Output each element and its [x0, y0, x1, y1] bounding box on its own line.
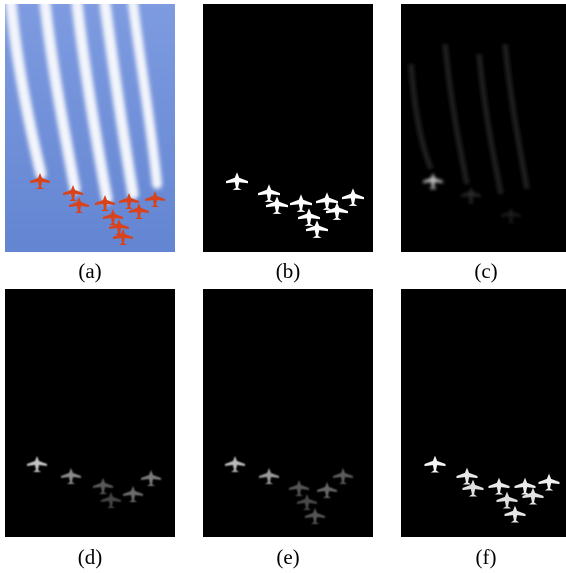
caption-f: (f) — [475, 545, 497, 569]
medium-jets — [225, 456, 353, 524]
saliency-map-f — [401, 289, 566, 537]
panel-d-saliency — [5, 289, 175, 537]
saliency-map-e — [203, 289, 373, 537]
saliency-map-d — [5, 289, 175, 537]
panel-a-photo — [5, 4, 175, 252]
panel-b-mask — [203, 4, 373, 252]
caption-a: (a) — [78, 259, 102, 283]
faint-jet — [423, 173, 521, 223]
faint-trails — [408, 43, 530, 195]
panel-f-saliency — [401, 289, 566, 537]
panel-e-saliency — [203, 289, 373, 537]
caption-c: (c) — [474, 259, 498, 283]
saliency-map-c — [401, 4, 566, 252]
panel-c-saliency — [401, 4, 566, 252]
caption-d: (d) — [77, 545, 103, 569]
jet-silhouettes — [226, 172, 364, 238]
ground-truth-mask — [203, 4, 373, 252]
smoke-trails — [5, 4, 162, 205]
bright-jets — [424, 455, 560, 523]
dim-jets — [27, 456, 161, 508]
caption-b: (b) — [275, 259, 301, 283]
caption-e: (e) — [276, 545, 300, 569]
red-jets — [30, 173, 165, 245]
aerobatic-jets-photo — [5, 4, 175, 252]
